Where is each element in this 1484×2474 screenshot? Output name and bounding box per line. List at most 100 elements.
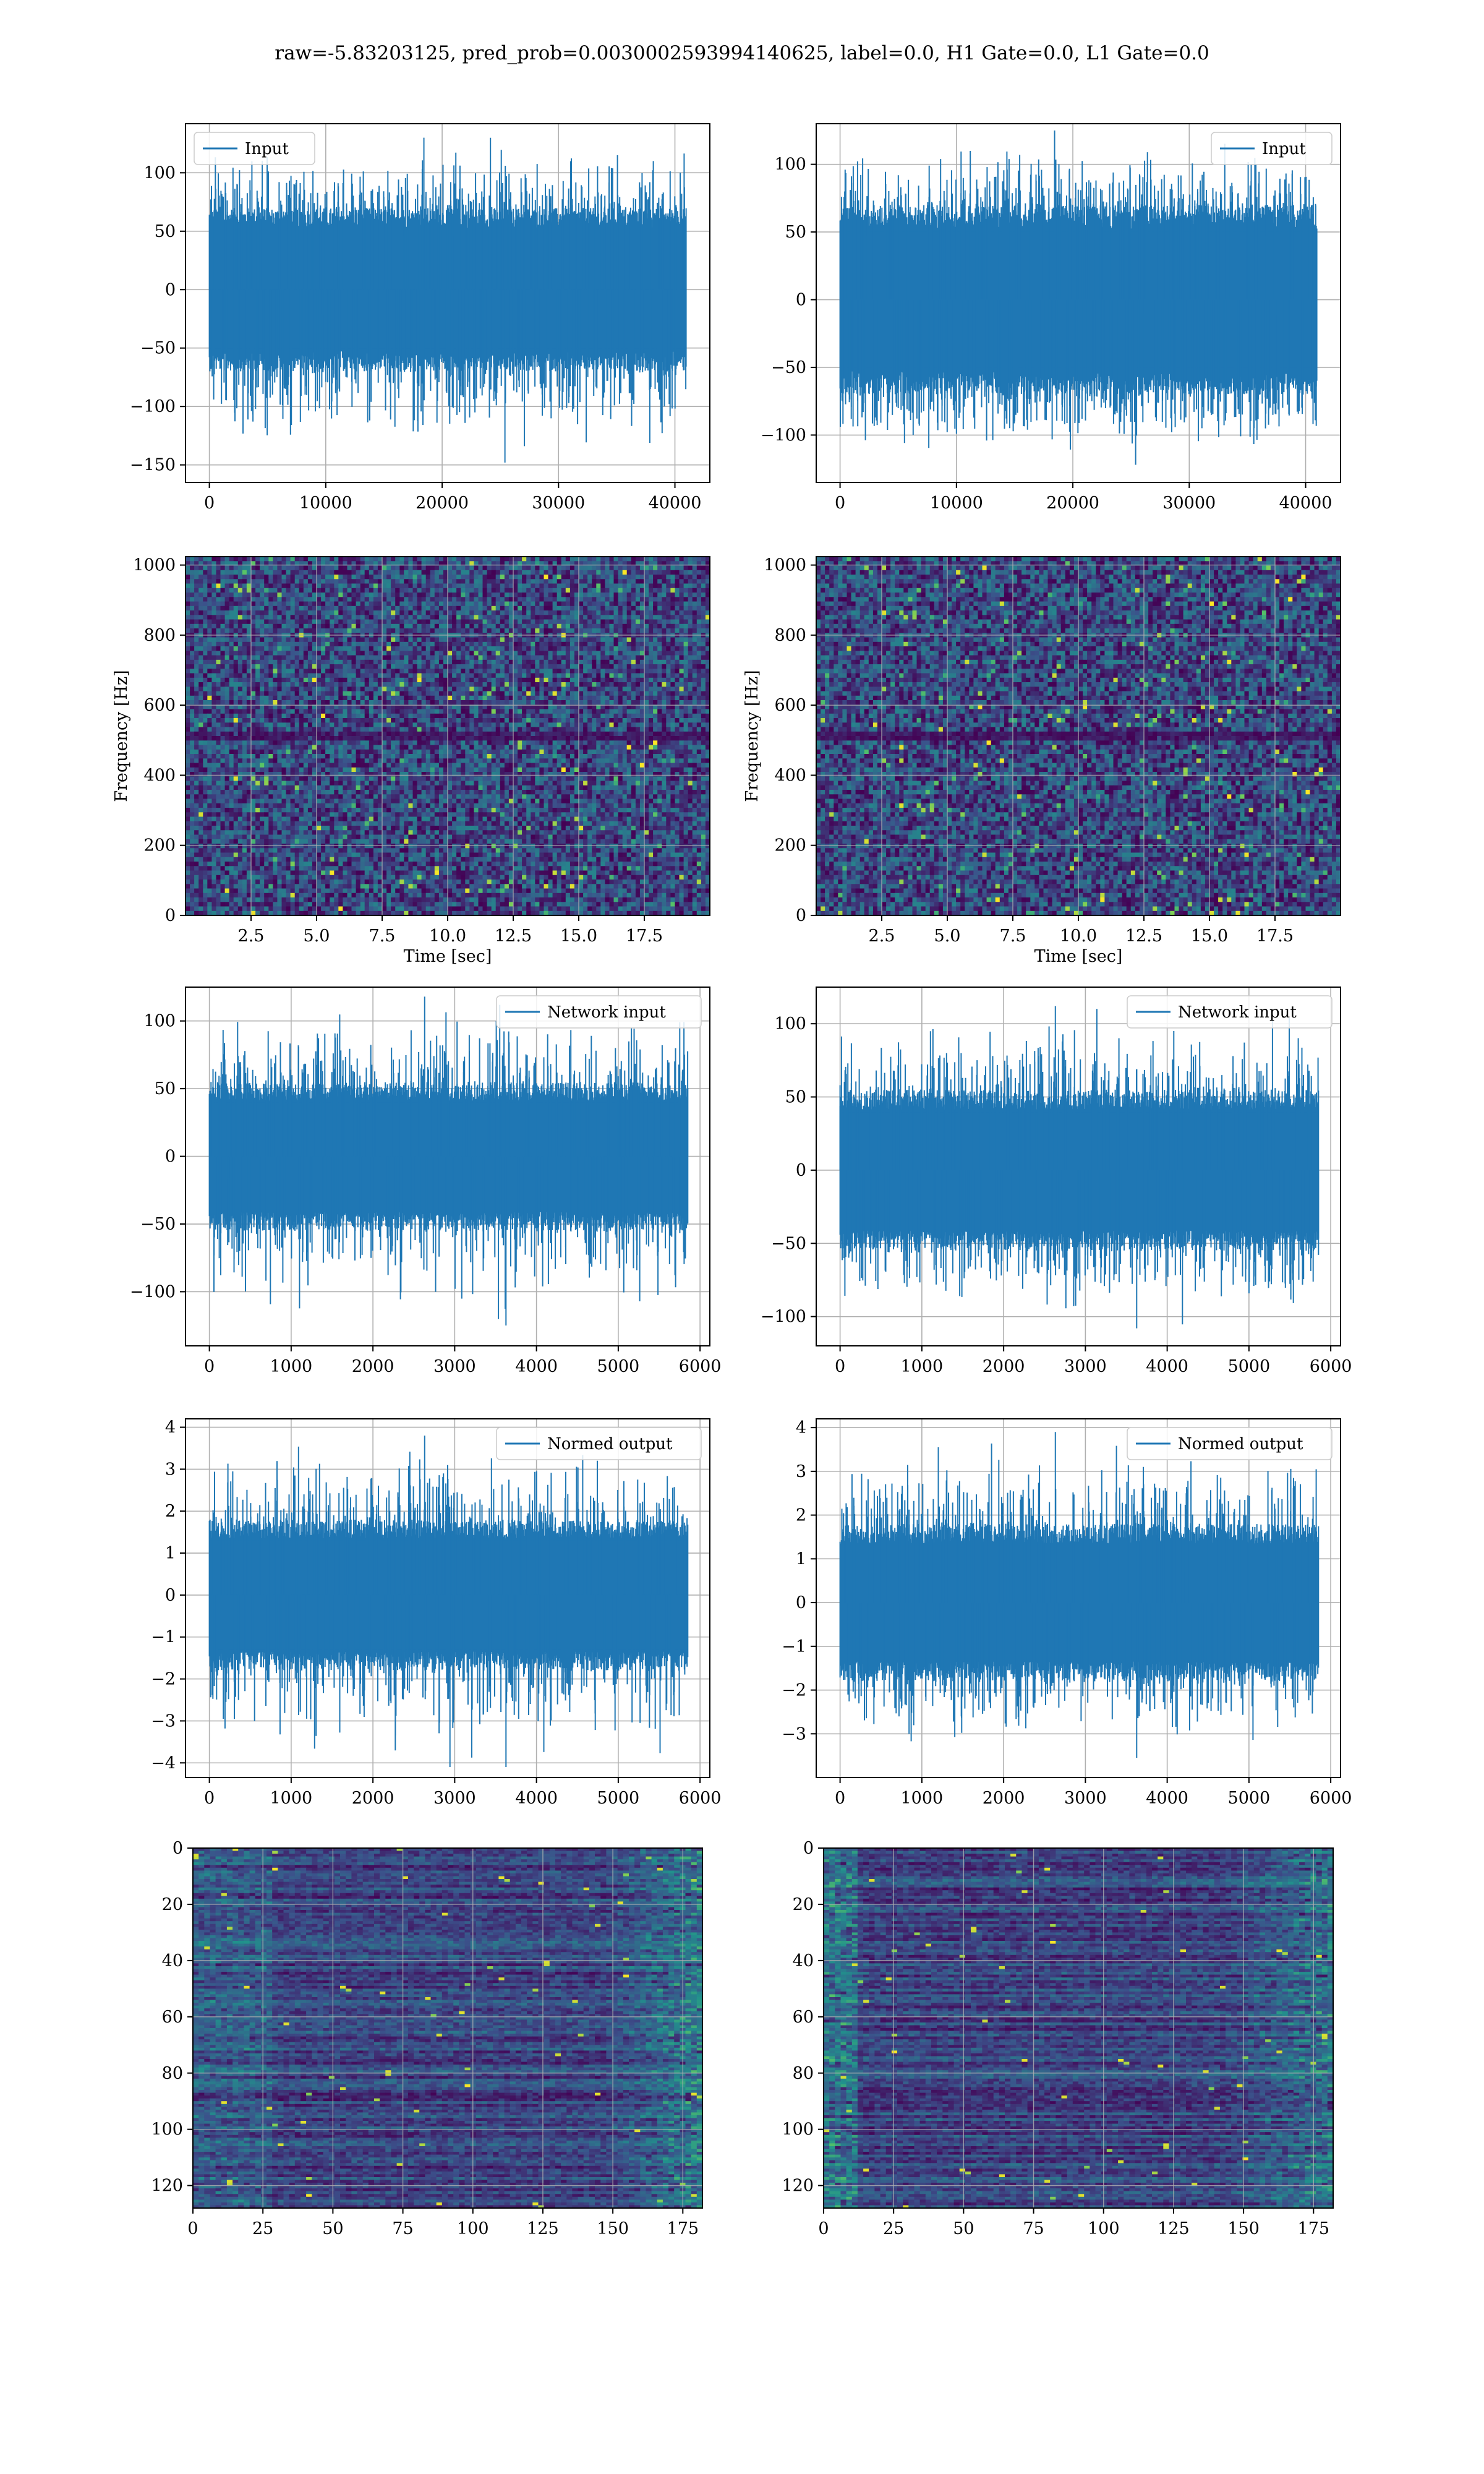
heatmap-cell: [683, 673, 689, 678]
heatmap-cell: [579, 623, 584, 629]
heatmap-cell: [482, 677, 488, 683]
heatmap-cell: [364, 610, 370, 615]
heatmap-cell: [299, 575, 304, 580]
heatmap-cell: [277, 561, 283, 567]
heatmap-cell: [574, 610, 579, 615]
heatmap-cell: [675, 641, 680, 647]
heatmap-cell: [343, 695, 348, 701]
heatmap-cell: [592, 691, 597, 696]
heatmap-cell: [399, 637, 404, 643]
heatmap-cell: [434, 575, 440, 580]
heatmap-cell: [338, 731, 343, 737]
heatmap-cell: [404, 646, 409, 651]
heatmap-cell: [592, 641, 597, 647]
heatmap-cell: [518, 641, 522, 647]
heatmap-cell: [705, 628, 710, 633]
heatmap-cell: [338, 615, 343, 620]
heatmap-cell: [224, 718, 230, 723]
heatmap-cell: [281, 718, 287, 723]
heatmap-cell: [618, 677, 623, 683]
heatmap-cell: [569, 641, 575, 647]
heatmap-cell: [330, 641, 335, 647]
heatmap-cell: [600, 583, 605, 589]
heatmap-cell: [307, 637, 313, 643]
heatmap-cell: [452, 637, 457, 643]
heatmap-cell: [224, 691, 230, 696]
heatmap-cell: [662, 561, 667, 567]
heatmap-cell: [626, 713, 632, 719]
heatmap-cell: [325, 570, 330, 575]
heatmap-cell: [395, 606, 400, 611]
heatmap-cell: [443, 651, 448, 656]
heatmap-cell: [330, 691, 335, 696]
heatmap-cell: [653, 651, 658, 656]
heatmap-cell: [273, 700, 278, 705]
heatmap-cell: [321, 575, 326, 580]
heatmap-cell: [683, 619, 689, 625]
heatmap-cell: [190, 575, 195, 580]
heatmap-cell: [425, 579, 431, 584]
heatmap-cell: [670, 579, 676, 584]
heatmap-cell: [465, 575, 470, 580]
heatmap-cell: [474, 718, 479, 723]
heatmap-cell: [644, 606, 649, 611]
heatmap-cell: [635, 641, 641, 647]
heatmap-cell: [338, 704, 343, 710]
heatmap-cell: [622, 610, 628, 615]
heatmap-cell: [583, 579, 588, 584]
heatmap-cell: [605, 713, 610, 719]
heatmap-cell: [364, 700, 370, 705]
heatmap-cell: [386, 669, 391, 674]
heatmap-cell: [216, 682, 221, 687]
heatmap-cell: [207, 655, 212, 661]
heatmap-cell: [425, 651, 431, 656]
heatmap-cell: [224, 673, 230, 678]
heatmap-cell: [569, 579, 575, 584]
heatmap-cell: [434, 579, 440, 584]
heatmap-cell: [255, 682, 260, 687]
heatmap-cell: [635, 695, 641, 701]
heatmap-cell: [469, 664, 474, 669]
heatmap-cell: [294, 628, 300, 633]
heatmap-cell: [251, 593, 256, 597]
heatmap-cell: [303, 606, 309, 611]
heatmap-cell: [692, 606, 697, 611]
heatmap-cell: [666, 664, 671, 669]
heatmap-cell: [469, 677, 474, 683]
heatmap-cell: [242, 628, 247, 633]
heatmap-cell: [260, 583, 265, 589]
heatmap-cell: [609, 570, 615, 575]
heatmap-cell: [198, 615, 203, 620]
heatmap-cell: [657, 695, 662, 701]
heatmap-cell: [600, 655, 605, 661]
heatmap-cell: [666, 610, 671, 615]
heatmap-cell: [461, 709, 466, 714]
heatmap-cell: [452, 575, 457, 580]
heatmap-cell: [307, 610, 313, 615]
heatmap-cell: [443, 606, 448, 611]
heatmap-cell: [491, 615, 497, 620]
heatmap-cell: [242, 619, 247, 625]
heatmap-cell: [683, 575, 689, 580]
heatmap-cell: [268, 687, 273, 692]
heatmap-cell: [688, 575, 693, 580]
heatmap-cell: [692, 700, 697, 705]
heatmap-cell: [246, 570, 252, 575]
x-tick-label: 40000: [649, 494, 702, 513]
heatmap-cell: [317, 646, 322, 651]
heatmap-cell: [626, 623, 632, 629]
heatmap-cell: [644, 557, 649, 562]
heatmap-cell: [334, 565, 339, 571]
heatmap-cell: [705, 731, 710, 737]
heatmap-cell: [338, 557, 343, 562]
heatmap-cell: [653, 731, 658, 737]
heatmap-cell: [255, 659, 260, 665]
heatmap-cell: [662, 677, 667, 683]
heatmap-cell: [705, 615, 710, 620]
heatmap-cell: [605, 588, 610, 593]
heatmap-cell: [526, 619, 531, 625]
heatmap-cell: [343, 669, 348, 674]
heatmap-cell: [286, 619, 291, 625]
heatmap-cell: [705, 718, 710, 723]
heatmap-cell: [360, 601, 365, 607]
